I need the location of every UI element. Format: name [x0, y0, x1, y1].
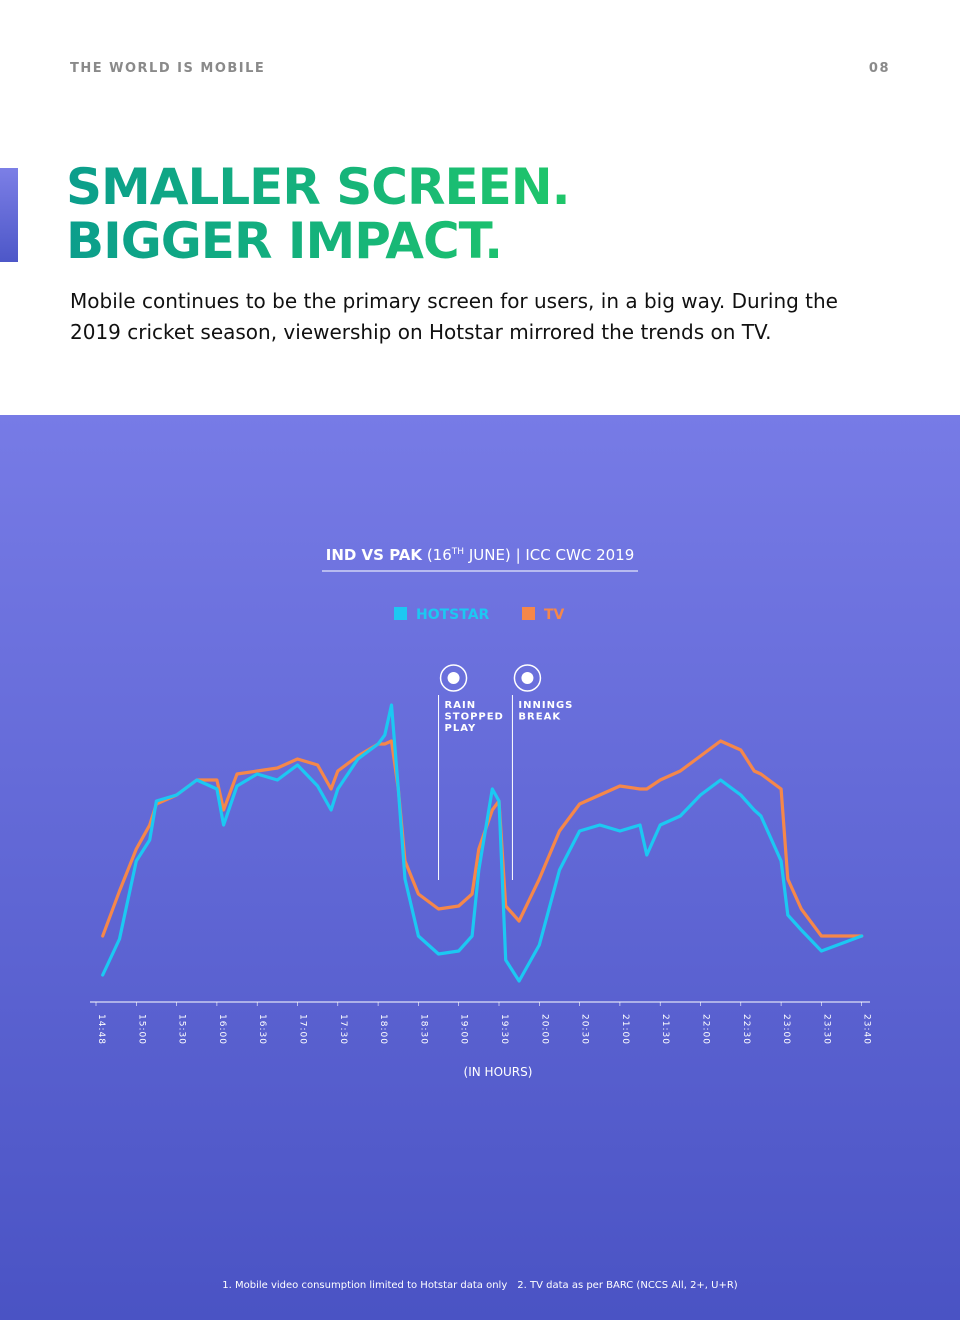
- annotation-icon: [439, 664, 468, 692]
- page-number: 08: [868, 61, 890, 76]
- chart-title: IND VS PAK (16TH JUNE) | ICC CWC 2019: [326, 546, 635, 564]
- legend-label: TV: [544, 607, 565, 623]
- chart-panel: IND VS PAK (16TH JUNE) | ICC CWC 2019 (I…: [0, 415, 960, 1320]
- x-tick-label: 18:00: [378, 1014, 388, 1045]
- x-tick-label: 19:30: [499, 1014, 509, 1045]
- x-tick-label: 18:30: [418, 1014, 428, 1045]
- x-tick-label: 17:30: [338, 1014, 348, 1045]
- headline: SMALLER SCREEN. BIGGER IMPACT.: [66, 160, 570, 268]
- x-tick-label: 21:30: [660, 1014, 670, 1045]
- annotation-text: PLAY: [445, 723, 477, 734]
- data-line: [101, 739, 864, 938]
- title-part: IND VS PAK: [326, 546, 424, 564]
- title-part: TH: [451, 547, 464, 557]
- legend-label: HOTSTAR: [416, 607, 490, 623]
- footnotes: 1. Mobile video consumption limited to H…: [222, 1280, 738, 1291]
- x-tick-label: 15:00: [136, 1014, 146, 1045]
- annotation-icon: [521, 672, 534, 684]
- annotation-icon: [513, 664, 542, 692]
- title-part: JUNE): [464, 546, 511, 564]
- accent-bar: [0, 168, 18, 262]
- data-line: [101, 703, 864, 983]
- headline-line: BIGGER IMPACT.: [66, 212, 503, 270]
- x-tick-label: 20:30: [580, 1014, 590, 1045]
- annotation-text: BREAK: [518, 712, 561, 723]
- annotation-text: STOPPED: [445, 712, 504, 723]
- annotation-icon: [447, 672, 460, 684]
- x-tick-label: 20:00: [539, 1014, 549, 1045]
- headline-line: SMALLER SCREEN.: [66, 158, 570, 216]
- x-tick-label: 22:00: [701, 1014, 711, 1045]
- x-tick-label: 23:30: [821, 1014, 831, 1045]
- body-text: Mobile continues to be the primary scree…: [70, 289, 838, 344]
- x-tick-label: 16:00: [217, 1014, 227, 1045]
- legend-swatch: [394, 607, 407, 620]
- x-tick-label: 23:40: [862, 1014, 872, 1045]
- footnote: 1. Mobile video consumption limited to H…: [222, 1280, 507, 1291]
- annotation-text: RAIN: [445, 700, 477, 711]
- footnote: 2. TV data as per BARC (NCCS All, 2+, U+…: [517, 1280, 738, 1291]
- x-tick-label: 17:00: [298, 1014, 308, 1045]
- annotation-text: INNINGS: [518, 700, 573, 711]
- legend-swatch: [522, 607, 535, 620]
- x-axis-label: (IN HOURS): [464, 1065, 533, 1079]
- title-part: (16: [427, 546, 452, 564]
- x-tick-label: 19:00: [459, 1014, 469, 1045]
- x-tick-label: 16:30: [257, 1014, 267, 1045]
- x-tick-label: 14:48: [96, 1014, 106, 1045]
- x-tick-label: 22:30: [741, 1014, 751, 1045]
- section-label: THE WORLD IS MOBILE: [70, 61, 266, 76]
- x-tick-label: 15:30: [177, 1014, 187, 1045]
- x-tick-label: 21:00: [620, 1014, 630, 1045]
- title-part: | ICC CWC 2019: [516, 546, 635, 564]
- x-tick-label: 23:00: [781, 1014, 791, 1045]
